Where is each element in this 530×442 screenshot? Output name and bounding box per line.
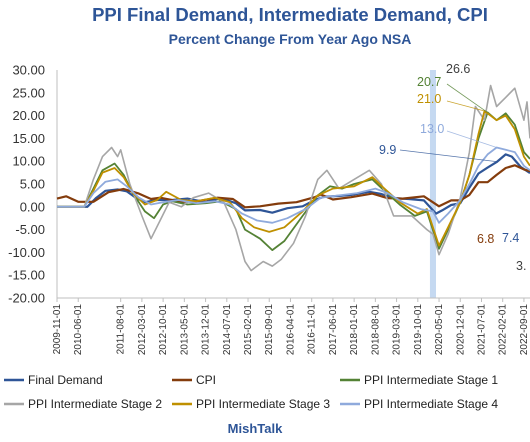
annotation-leader (446, 130, 497, 148)
annotation-label: 9.9 (379, 143, 396, 157)
x-tick-label: 2015-02-01 (243, 304, 254, 356)
y-tick-label: 5.00 (20, 177, 45, 192)
annotation-leader (399, 149, 497, 163)
annotations: 26.6 20.7 21.0 13.0 9.9 6.8 7.4 3. (379, 62, 526, 273)
series-line-4 (57, 84, 530, 272)
y-tick-label: -20.00 (8, 291, 45, 306)
x-tick-label: 2012-10-01 (158, 304, 169, 356)
annotation-leader (446, 100, 485, 112)
x-tick-label: 2016-04-01 (285, 304, 296, 356)
y-tick-label: -5.00 (15, 222, 45, 237)
x-tick-label: 2019-10-01 (413, 304, 424, 356)
x-tick-label: 2014-07-01 (222, 304, 233, 356)
x-tick-label: 2021-07-01 (476, 304, 487, 356)
annotation-label: 3. (516, 259, 526, 273)
legend-label: PPI Intermediate Stage 2 (28, 397, 162, 411)
x-tick-label: 2010-06-01 (73, 304, 84, 356)
annotation-leader (446, 83, 488, 113)
y-tick-label: 25.00 (12, 85, 45, 100)
y-tick-label: 15.00 (12, 131, 45, 146)
x-tick-label: 2020-12-01 (455, 304, 466, 356)
x-tick-label: 2018-01-01 (349, 304, 360, 356)
y-tick-label: 30.00 (12, 63, 45, 78)
x-tick-label: 2018-08-01 (370, 304, 381, 356)
series-line-3 (57, 111, 530, 251)
x-tick-label: 2013-12-01 (201, 304, 212, 356)
y-tick-label: 0.00 (20, 199, 45, 214)
x-tick-label: 2013-05-01 (179, 304, 190, 356)
y-tick-label: 20.00 (12, 108, 45, 123)
x-tick-label: 2022-02-01 (498, 304, 509, 356)
y-tick-label: 10.00 (12, 154, 45, 169)
x-tick-label: 2011-08-01 (116, 304, 127, 355)
annotation-label: 7.4 (502, 231, 519, 245)
legend-label: PPI Intermediate Stage 4 (364, 397, 498, 411)
x-tick-label: 2017-06-01 (328, 304, 339, 356)
source-label: MishTalk (228, 421, 283, 436)
annotation-label: 13.0 (420, 122, 444, 136)
y-tick-labels: 30.00 25.00 20.00 15.00 10.00 5.00 0.00 -5.00 -1… (8, 63, 45, 306)
annotation-label: 6.8 (477, 232, 494, 246)
x-tick-label: 2009-11-01 (52, 304, 63, 355)
legend-label: Final Demand (28, 373, 103, 387)
legend-label: CPI (196, 373, 216, 387)
chart-title: PPI Final Demand, Intermediate Demand, C… (92, 4, 488, 25)
annotation-label: 26.6 (446, 62, 470, 76)
annotation-leaders (399, 83, 497, 163)
recession-band (429, 70, 437, 298)
x-tick-label: 2012-03-01 (137, 304, 148, 356)
legend: Final Demand CPI PPI Intermediate Stage 1 P… (4, 373, 498, 411)
series-line-6 (57, 146, 530, 224)
x-tick-label: 2020-05-01 (434, 304, 445, 356)
series-lines (56, 84, 530, 272)
x-tick-labels: 2009-11-01 2010-06-01 2011-08-01 2012-03-01… (52, 298, 530, 355)
y-tick-label: -15.00 (8, 268, 45, 283)
annotation-label: 20.7 (417, 75, 441, 89)
y-tick-label: -10.00 (8, 245, 45, 260)
legend-label: PPI Intermediate Stage 3 (196, 397, 330, 411)
chart-subtitle: Percent Change From Year Ago NSA (169, 31, 412, 47)
x-tick-label: 2015-09-01 (264, 304, 275, 356)
legend-label: PPI Intermediate Stage 1 (364, 373, 498, 387)
x-tick-label: 2019-03-01 (392, 304, 403, 356)
x-tick-label: 2016-11-01 (307, 304, 318, 355)
x-tick-label: 2022-09-01 (519, 304, 530, 356)
annotation-label: 21.0 (417, 92, 441, 106)
